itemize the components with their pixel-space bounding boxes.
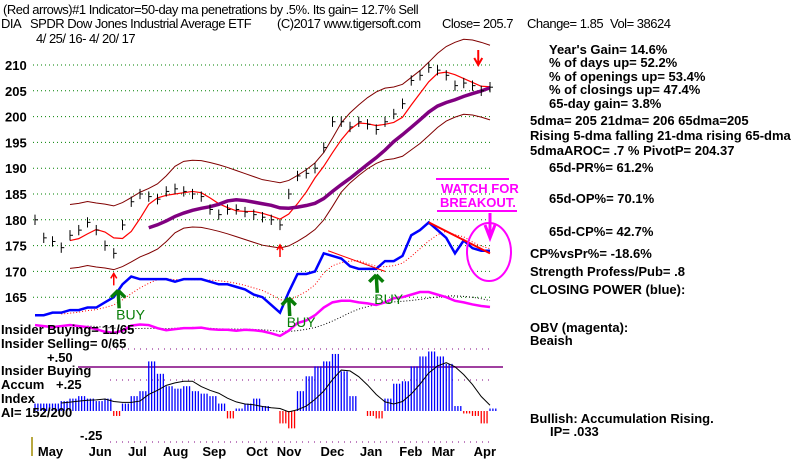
change-value: Change= 1.85 (527, 16, 603, 31)
month-label: Jun (89, 444, 112, 459)
y-tick-label: 205 (5, 84, 27, 99)
close-value: Close= 205.7 (442, 16, 513, 31)
copyright: (C)2017 www.tigersoft.com (277, 16, 421, 31)
chart-series: BUY BUY BUY (34, 38, 497, 429)
y-tick-label: 190 (5, 161, 27, 176)
month-label: Apr (474, 444, 496, 459)
etf-name: SPDR Dow Jones Industrial Average ETF (30, 16, 252, 31)
month-label: Feb (399, 444, 422, 459)
insider-buying-count: Insider Buying= 11/65 (1, 322, 134, 337)
upper-band (69, 38, 491, 207)
watch-text-1: WATCH FOR (441, 181, 519, 196)
ai-label-insider-buying: Insider Buying (1, 363, 91, 378)
openings-up: % of openings up= 53.4% (549, 69, 706, 84)
y-tick-label: 175 (5, 239, 27, 254)
op65: 65d-OP%= 70.1% (549, 191, 655, 206)
closing-power-line (35, 220, 490, 317)
month-label: Mar (432, 444, 455, 459)
buy-arrow-icon (368, 273, 385, 293)
stats-panel: Year's Gain= 14.6% % of days up= 52.2% %… (530, 42, 792, 439)
cp65: 65d-CP%= 42.7% (549, 224, 654, 239)
red-up-arrow-icon (276, 243, 284, 257)
month-label: Dec (321, 444, 345, 459)
watch-down-arrow-icon (483, 213, 497, 243)
days-up: % of days up= 52.2% (549, 55, 678, 70)
month-label: Sep (202, 444, 226, 459)
aroc-pivot: 5dmaAROC= .7 % PivotP= 204.37 (530, 143, 734, 158)
date-range: 4/ 25/ 16- 4/ 20/ 17 (36, 31, 135, 46)
obv-verdict: Beaish (530, 333, 573, 348)
y-tick-label: 180 (5, 213, 27, 228)
symbol: DIA (1, 16, 22, 31)
month-label: Oct (246, 444, 268, 459)
watch-breakout-annotation: WATCH FOR BREAKOUT. (436, 178, 519, 282)
buy-label: BUY (374, 291, 403, 307)
ai-label-accum: Accum (1, 377, 44, 392)
cp-vs-pr: CP%vsPr%= -18.6% (530, 246, 652, 261)
red-up-arrow-icon (110, 271, 118, 286)
ip-value: IP= .033 (550, 424, 599, 439)
indicator-title: (Red arrows)#1 Indicator=50-day ma penet… (3, 2, 419, 17)
y-tick-label: 165 (5, 290, 27, 305)
closings-up: % of closings up= 47.4% (549, 82, 701, 97)
y-tick-label: 210 (5, 58, 27, 73)
month-label: Aug (163, 444, 188, 459)
cp-downtrend-line (428, 221, 491, 255)
closing-power-ma (61, 230, 491, 315)
buy-arrow-icon (280, 296, 297, 317)
cp-trendline (327, 250, 386, 272)
ai-tick-m25: -.25 (80, 428, 102, 443)
pr65: 65d-PR%= 61.2% (549, 160, 654, 175)
buy-arrow-icon (109, 289, 127, 309)
ai-tick-p25: +.25 (56, 377, 82, 392)
insider-selling-count: Insider Selling= 0/65 (1, 336, 126, 351)
y-tick-label: 170 (5, 264, 27, 279)
volume-value: Vol= 38624 (610, 16, 671, 31)
ai-ma-line (61, 362, 491, 413)
obv-label: OBV (magenta): (530, 320, 628, 335)
ai-verdict: Bullish: Accumulation Rising. (530, 411, 714, 426)
month-label: May (38, 444, 64, 459)
buy-label: BUY (287, 314, 316, 330)
month-label: Nov (277, 444, 302, 459)
y-tick-label: 200 (5, 110, 27, 125)
dma-trend: Rising 5-dma falling 21-dma rising 65-dm… (530, 128, 792, 143)
ma21-line (69, 71, 491, 242)
ai-label-index: Index (1, 391, 36, 406)
ai-tick-p50: +.50 (47, 350, 73, 365)
ai-grid (78, 348, 503, 443)
obv-line (34, 290, 491, 338)
red-down-arrow-icon (473, 50, 484, 68)
lower-panel-labels: Insider Buying= 11/65 Insider Selling= 0… (1, 322, 134, 443)
y-tick-label: 195 (5, 135, 27, 150)
price-axis: 165 170 175 180 185 190 195 200 205 210 (5, 58, 27, 305)
month-label: Jul (128, 444, 147, 459)
dma-values: 5dma= 205 21dma= 206 65dma=205 (530, 113, 749, 128)
watch-text-2: BREAKOUT. (440, 195, 516, 210)
ma65-line (148, 86, 491, 230)
years-gain: Year's Gain= 14.6% (549, 42, 668, 57)
month-label: Jan (360, 444, 382, 459)
buy-label: BUY (116, 306, 145, 322)
ai-value: AI= 152/200 (1, 405, 72, 420)
price-grid (33, 64, 490, 298)
strength: Strength Profess/Pub= .8 (530, 264, 685, 279)
closing-power-label: CLOSING POWER (blue): (530, 282, 685, 297)
month-axis: May Jun Jul Aug Sep Oct Nov Dec Jan Feb Mar Apr (38, 444, 496, 459)
watch-ellipse (466, 222, 512, 282)
gain-65d: 65-day gain= 3.8% (549, 96, 662, 111)
y-tick-label: 185 (5, 187, 27, 202)
